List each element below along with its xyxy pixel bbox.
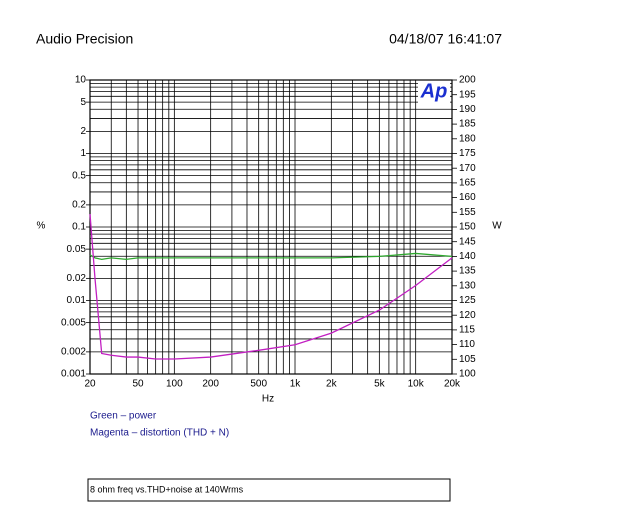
x-tick-label: 5k [374,379,386,390]
y-tick-label: 0.2 [72,200,86,211]
y2-tick-label: 145 [459,236,476,247]
x-axis-label: Hz [262,394,274,405]
timestamp: 04/18/07 16:41:07 [389,31,502,47]
y-tick-label: 0.1 [72,222,86,233]
y2-axis-label: W [492,221,502,232]
y2-tick-label: 150 [459,222,476,233]
x-tick-label: 2k [326,379,338,390]
logo-bg [418,81,450,103]
y2-tick-label: 170 [459,163,476,174]
y-tick-label: 5 [80,97,86,108]
y2-tick-label: 115 [459,325,475,336]
y2-tick-label: 200 [459,75,476,86]
chart-title: Audio Precision [36,31,133,47]
caption: 8 ohm freq vs.THD+noise at 140Wrms [90,484,244,494]
y-tick-label: 1 [80,148,86,159]
x-tick-label: 10k [408,379,425,390]
y-tick-label: 0.002 [61,347,86,358]
y2-tick-label: 160 [459,192,476,203]
x-tick-label: 20k [444,379,461,390]
y2-tick-label: 190 [459,104,476,115]
legend-entry: Magenta – distortion (THD + N) [90,428,229,439]
y-tick-label: 0.05 [67,244,87,255]
series-line [89,252,453,261]
caption-box [87,478,451,502]
legend-entry: Green – power [90,411,157,422]
y2-tick-label: 155 [459,207,476,218]
plot-frame [89,79,453,375]
y-tick-label: 2 [80,126,86,137]
y2-tick-label: 195 [459,89,476,100]
y-axis-label: % [37,221,46,232]
y-tick-label: 0.01 [67,295,87,306]
x-tick-label: 20 [84,379,96,390]
x-tick-label: 1k [290,379,302,390]
x-tick-label: 50 [132,379,144,390]
series-line [89,214,453,360]
y2-tick-label: 185 [459,119,476,130]
y2-tick-label: 110 [459,339,475,350]
y2-tick-label: 180 [459,133,476,144]
y2-tick-label: 120 [459,310,476,321]
y-tick-label: 0.001 [61,369,86,380]
y2-tick-label: 135 [459,266,476,277]
y-tick-label: 10 [75,75,87,86]
y2-tick-label: 140 [459,251,476,262]
x-tick-label: 200 [202,379,219,390]
y2-tick-label: 100 [459,369,476,380]
y2-tick-label: 125 [459,295,476,306]
logo: Ap [420,80,448,102]
y-tick-label: 0.02 [67,273,87,284]
y-tick-label: 0.5 [72,170,86,181]
y-tick-label: 0.005 [61,317,86,328]
y2-tick-label: 130 [459,280,476,291]
x-tick-label: 500 [250,379,267,390]
y2-tick-label: 105 [459,354,476,365]
x-tick-label: 100 [166,379,183,390]
y2-tick-label: 165 [459,178,476,189]
y2-tick-label: 175 [459,148,476,159]
